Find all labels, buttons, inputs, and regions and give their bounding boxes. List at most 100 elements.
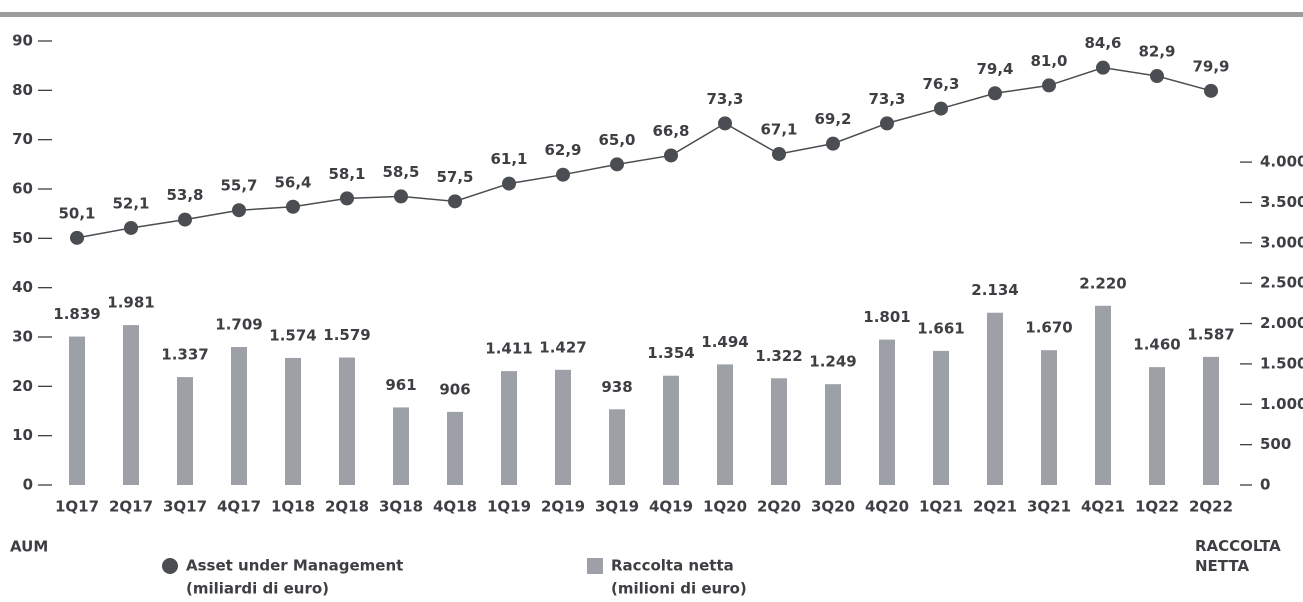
x-tick-label: 1Q18 [271, 498, 315, 516]
point-value-label: 79,9 [1192, 57, 1229, 75]
x-tick-label: 1Q19 [487, 498, 531, 516]
top-rule [0, 12, 1303, 17]
y2-tick-label: 2.500 [1260, 274, 1303, 292]
y-tick-label: 20 [12, 377, 33, 395]
bar [825, 384, 841, 485]
bar-value-label: 2.134 [971, 281, 1018, 299]
y-tick-label: 90 [12, 32, 33, 50]
x-tick-label: 1Q22 [1135, 498, 1179, 516]
bar [933, 350, 949, 485]
bar-value-label: 1.801 [863, 308, 910, 326]
point-value-label: 66,8 [652, 122, 689, 140]
bar-value-label: 961 [385, 376, 416, 394]
bar-value-label: 1.709 [215, 316, 262, 334]
bar [1203, 356, 1219, 485]
bar [987, 312, 1003, 485]
point-value-label: 81,0 [1030, 52, 1067, 70]
marker [394, 189, 408, 204]
y2-tick-label: 0 [1260, 476, 1270, 494]
bar-value-label: 1.494 [701, 333, 748, 351]
marker [70, 230, 84, 245]
bar [717, 364, 733, 485]
x-tick-label: 1Q21 [919, 498, 963, 516]
marker [772, 146, 786, 161]
point-value-label: 55,7 [220, 177, 257, 195]
x-tick-label: 2Q18 [325, 498, 369, 516]
point-value-label: 73,3 [706, 90, 743, 108]
bar-value-label: 1.322 [755, 347, 802, 365]
point-value-label: 62,9 [544, 141, 581, 159]
bar-value-label: 1.981 [107, 294, 154, 312]
marker [556, 167, 570, 182]
x-tick-label: 4Q20 [865, 498, 909, 516]
point-value-label: 58,5 [382, 163, 419, 181]
legend-label: Asset under Management [186, 557, 403, 575]
marker [1096, 60, 1110, 75]
point-value-label: 76,3 [922, 75, 959, 93]
y-tick-label: 30 [12, 328, 33, 346]
bar [285, 357, 301, 485]
bar [339, 357, 355, 485]
point-value-label: 84,6 [1084, 34, 1121, 52]
y2-tick-label: 3.500 [1260, 193, 1303, 211]
y-tick-label: 40 [12, 278, 33, 296]
bar-value-label: 938 [601, 378, 632, 396]
marker [664, 148, 678, 163]
y-tick-label: 70 [12, 130, 33, 148]
marker [124, 220, 138, 235]
bar-value-label: 1.460 [1133, 336, 1180, 354]
x-tick-label: 2Q22 [1189, 498, 1233, 516]
point-value-label: 61,1 [490, 150, 527, 168]
legend-unit: (miliardi di euro) [186, 580, 329, 598]
bar [177, 377, 193, 485]
legend-unit: (milioni di euro) [611, 580, 747, 598]
x-tick-label: 1Q20 [703, 498, 747, 516]
bar-value-label: 1.354 [647, 344, 694, 362]
y-axis-label: AUM [10, 538, 48, 556]
y-tick-label: 0 [23, 476, 33, 494]
point-value-label: 56,4 [274, 173, 311, 191]
bar-value-label: 1.249 [809, 353, 856, 371]
x-tick-label: 2Q21 [973, 498, 1017, 516]
bar [501, 371, 517, 485]
point-value-label: 65,0 [598, 131, 635, 149]
bar-value-label: 1.670 [1025, 319, 1072, 337]
marker [1204, 83, 1218, 98]
y-tick-label: 60 [12, 180, 33, 198]
marker [718, 116, 732, 131]
bar-value-label: 1.579 [323, 326, 370, 344]
y2-tick-label: 1.500 [1260, 354, 1303, 372]
y2-tick-label: 500 [1260, 435, 1291, 453]
line [76, 66, 1212, 239]
point-value-label: 57,5 [436, 168, 473, 186]
marker [340, 191, 354, 206]
point-value-label: 52,1 [112, 194, 149, 212]
bar-value-label: 1.411 [485, 340, 532, 358]
marker [1042, 78, 1056, 93]
x-tick-label: 4Q18 [433, 498, 477, 516]
bar [555, 369, 571, 485]
point-value-label: 58,1 [328, 165, 365, 183]
bar-value-label: 2.220 [1079, 274, 1126, 292]
x-tick-label: 3Q21 [1027, 498, 1071, 516]
y2-tick-label: 2.000 [1260, 314, 1303, 332]
x-tick-label: 2Q19 [541, 498, 585, 516]
marker [286, 199, 300, 214]
point-value-label: 69,2 [814, 110, 851, 128]
marker [826, 136, 840, 151]
marker [1150, 69, 1164, 84]
y2-tick-label: 4.000 [1260, 153, 1303, 171]
point-value-label: 53,8 [166, 186, 203, 204]
x-tick-label: 1Q17 [55, 498, 99, 516]
bar [123, 325, 139, 485]
x-tick-label: 2Q20 [757, 498, 801, 516]
x-tick-label: 3Q17 [163, 498, 207, 516]
marker [178, 212, 192, 227]
bar [771, 378, 787, 485]
bar [1041, 350, 1057, 485]
point-value-label: 79,4 [976, 60, 1013, 78]
marker [232, 203, 246, 218]
point-value-label: 50,1 [58, 204, 95, 222]
bar-value-label: 1.574 [269, 326, 316, 344]
